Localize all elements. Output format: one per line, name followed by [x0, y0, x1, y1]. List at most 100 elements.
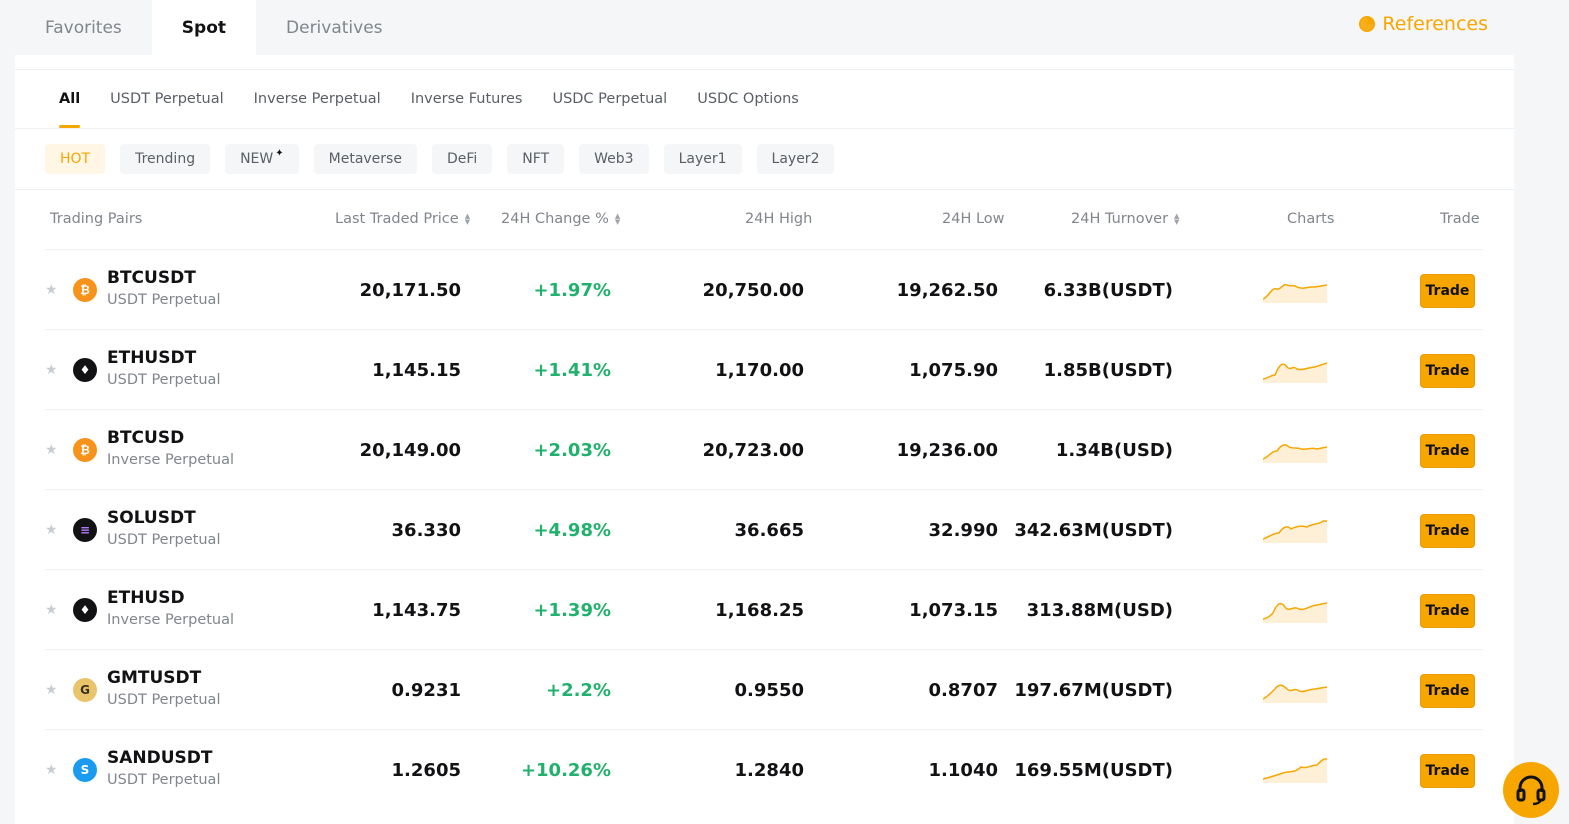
sparkline-chart [1263, 444, 1327, 463]
subtab-inverse-perpetual[interactable]: Inverse Perpetual [253, 91, 381, 107]
solana-icon: ≡ [73, 518, 97, 542]
chip-nft[interactable]: NFT [507, 144, 565, 174]
pair-info[interactable]: SOLUSDT USDT Perpetual [107, 508, 220, 548]
turnover: 313.88M(USD) [1026, 599, 1173, 621]
high-price: 1,168.25 [715, 599, 804, 621]
low-price: 19,262.50 [896, 279, 998, 301]
star-icon[interactable]: ★ [45, 362, 58, 378]
chip-metaverse[interactable]: Metaverse [313, 144, 417, 174]
table-row[interactable]: ★ ♦ ETHUSDT USDT Perpetual 1,145.15 +1.4… [45, 329, 1483, 409]
low-price: 32.990 [928, 519, 998, 541]
subtab-all[interactable]: All [59, 70, 81, 128]
change-percent: +1.39% [533, 599, 611, 621]
turnover: 169.55M(USDT) [1014, 759, 1173, 781]
pair-info[interactable]: ETHUSDT USDT Perpetual [107, 348, 220, 388]
ethereum-icon: ♦ [73, 598, 97, 622]
last-price: 1.2605 [391, 759, 461, 781]
col-trade: Trade [1440, 211, 1480, 227]
pair-symbol: SOLUSDT [107, 508, 196, 528]
sort-icon: ▲ ▼ [464, 212, 471, 226]
trade-button[interactable]: Trade [1420, 594, 1475, 628]
turnover: 1.85B(USDT) [1043, 359, 1173, 381]
pair-info[interactable]: SANDUSDT USDT Perpetual [107, 748, 220, 788]
tab-favorites[interactable]: Favorites [45, 17, 122, 38]
trade-button[interactable]: Trade [1420, 434, 1475, 468]
high-price: 20,723.00 [702, 439, 804, 461]
change-percent: +2.2% [545, 679, 611, 701]
markets-panel [15, 0, 1514, 824]
market-tabs: Favorites Spot Derivatives References [15, 0, 1514, 55]
trade-button[interactable]: Trade [1420, 514, 1475, 548]
chip-layer2[interactable]: Layer2 [756, 144, 835, 174]
pair-type: USDT Perpetual [107, 692, 221, 708]
divider [15, 128, 1514, 129]
trade-button[interactable]: Trade [1420, 754, 1475, 788]
table-row[interactable]: ★ ≡ SOLUSDT USDT Perpetual 36.330 +4.98%… [45, 489, 1483, 569]
table-row[interactable]: ★ ₿ BTCUSDT USDT Perpetual 20,171.50 +1.… [45, 249, 1483, 329]
last-price: 1,143.75 [372, 599, 461, 621]
chip-hot[interactable]: HOT [45, 144, 106, 174]
spacer [15, 55, 1514, 69]
pair-info[interactable]: ETHUSD Inverse Perpetual [107, 588, 234, 628]
high-price: 0.9550 [734, 679, 804, 701]
gmt-icon: G [73, 678, 97, 702]
table-row[interactable]: ★ ₿ BTCUSD Inverse Perpetual 20,149.00 +… [45, 409, 1483, 489]
star-icon[interactable]: ★ [45, 282, 58, 298]
tab-spot[interactable]: Spot [151, 0, 257, 55]
subtab-inverse-futures[interactable]: Inverse Futures [410, 91, 523, 107]
star-icon[interactable]: ★ [45, 522, 58, 538]
last-price: 0.9231 [391, 679, 461, 701]
last-price: 20,149.00 [359, 439, 461, 461]
chip-layer1[interactable]: Layer1 [663, 144, 742, 174]
table-header: Trading Pairs Last Traded Price ▲ ▼ 24H Ch… [45, 190, 1485, 248]
turnover: 342.63M(USDT) [1014, 519, 1173, 541]
chip-new-label: NEW [240, 151, 274, 167]
chip-new[interactable]: NEW ✦ [225, 144, 299, 174]
pie-chart-icon [1359, 16, 1376, 32]
pair-info[interactable]: GMTUSDT USDT Perpetual [107, 668, 220, 708]
change-percent: +4.98% [533, 519, 611, 541]
subtab-usdt-perpetual[interactable]: USDT Perpetual [110, 91, 224, 107]
sort-icon: ▲ ▼ [614, 212, 621, 226]
sparkline-chart [1263, 362, 1327, 383]
high-price: 20,750.00 [702, 279, 804, 301]
chip-web3[interactable]: Web3 [579, 144, 649, 174]
table-row[interactable]: ★ S SANDUSDT USDT Perpetual 1.2605 +10.2… [45, 729, 1483, 809]
bitcoin-icon: ₿ [73, 278, 97, 302]
chip-trending[interactable]: Trending [120, 144, 211, 174]
high-price: 1.2840 [734, 759, 804, 781]
col-24h-high: 24H High [745, 211, 813, 227]
pair-info[interactable]: BTCUSDT USDT Perpetual [107, 268, 220, 308]
ethereum-icon: ♦ [73, 358, 97, 382]
pair-symbol: BTCUSDT [107, 268, 196, 288]
trade-button[interactable]: Trade [1420, 274, 1475, 308]
star-icon[interactable]: ★ [45, 442, 58, 458]
sparkline-chart [1263, 283, 1327, 303]
high-price: 36.665 [734, 519, 804, 541]
chip-defi[interactable]: DeFi [431, 144, 493, 174]
subtab-usdc-options[interactable]: USDC Options [697, 91, 799, 107]
divider [15, 69, 1514, 70]
col-charts: Charts [1287, 211, 1335, 227]
table-row[interactable]: ★ ♦ ETHUSD Inverse Perpetual 1,143.75 +1… [45, 569, 1483, 649]
col-24h-turnover-label: 24H Turnover [1071, 211, 1169, 227]
pair-info[interactable]: BTCUSD Inverse Perpetual [107, 428, 234, 468]
star-icon[interactable]: ★ [45, 762, 58, 778]
support-button[interactable] [1503, 762, 1559, 818]
low-price: 19,236.00 [896, 439, 998, 461]
star-icon[interactable]: ★ [45, 602, 58, 618]
trade-button[interactable]: Trade [1420, 354, 1475, 388]
tab-derivatives[interactable]: Derivatives [286, 17, 383, 38]
star-icon[interactable]: ★ [45, 682, 58, 698]
col-last-price[interactable]: Last Traded Price ▲ ▼ [335, 211, 470, 227]
sparkline-chart [1263, 602, 1327, 623]
col-24h-change[interactable]: 24H Change % ▲ ▼ [501, 211, 620, 227]
last-price: 1,145.15 [372, 359, 461, 381]
references-link[interactable]: References [1359, 13, 1488, 35]
subtab-usdc-perpetual[interactable]: USDC Perpetual [552, 91, 668, 107]
last-price: 36.330 [391, 519, 461, 541]
table-row[interactable]: ★ G GMTUSDT USDT Perpetual 0.9231 +2.2% … [45, 649, 1483, 729]
low-price: 1,075.90 [909, 359, 998, 381]
col-24h-turnover[interactable]: 24H Turnover ▲ ▼ [1071, 211, 1179, 227]
trade-button[interactable]: Trade [1420, 674, 1475, 708]
